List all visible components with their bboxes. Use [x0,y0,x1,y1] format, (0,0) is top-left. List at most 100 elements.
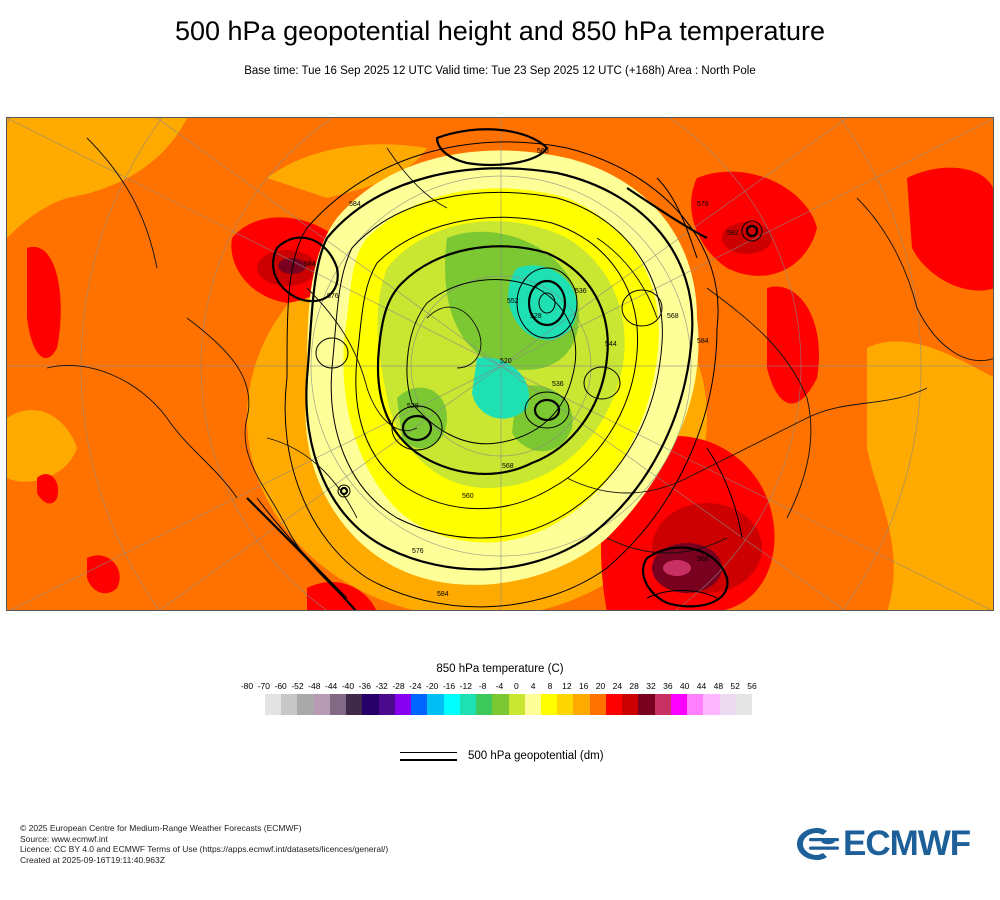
contour-label: 576 [697,201,709,208]
source-line: Source: www.ecmwf.int [20,833,108,844]
contour-thin-line [400,752,457,753]
colorbar-tick-label: 56 [747,681,757,691]
contour-label: 592 [727,230,739,237]
colorbar-swatch [411,694,428,715]
colorbar-tick-label: 8 [547,681,553,691]
colorbar-swatch [719,694,736,715]
colorbar-tick-label: -32 [375,681,388,691]
colorbar-tick-label: -80 [240,681,254,691]
colorbar-tick-label: -60 [274,681,287,691]
colorbar-tick-label: 36 [663,681,673,691]
chart-subtitle: Base time: Tue 16 Sep 2025 12 UTC Valid … [244,65,756,77]
colorbar-tick-label: -48 [308,681,321,691]
contour-label: 536 [552,381,564,388]
contour-label: 528 [407,403,419,410]
colorbar-tick-label: -52 [291,681,304,691]
map-canvas: 584 576 584 568 552 536 528 520 528 536 … [7,118,993,610]
colorbar-tick-label: 16 [578,681,589,691]
colorbar-swatch [703,694,720,715]
contour-label: 568 [667,313,679,320]
colorbar-swatch [378,694,395,715]
colorbar-tick-label: 20 [595,681,606,691]
licence-line: Licence: CC BY 4.0 and ECMWF Terms of Us… [20,844,389,854]
credits: © 2025 European Centre for Medium-Range … [20,823,388,865]
colorbar-swatch [540,694,558,715]
contour-label: 576 [412,548,424,555]
ecmwf-logo-icon [797,828,839,860]
contour-label: 520 [500,358,512,365]
contour-thick-line [400,759,457,761]
contour-label: 568 [697,556,709,563]
contour-label: 584 [437,591,449,598]
chart-title: 500 hPa geopotential height and 850 hPa … [174,16,825,46]
contour-label: 528 [530,313,542,320]
colorbar-swatch [362,694,379,715]
contour-label: 576 [327,293,339,300]
colorbar-tick-label: -12 [459,681,472,691]
colorbar-swatch [638,694,655,715]
colorbar-swatch [557,694,574,715]
contour-labels: 584 576 584 568 552 536 528 520 528 536 … [304,148,739,598]
colorbar-swatch [524,694,541,715]
colorbar-swatch [492,694,509,715]
colorbar-tick-label: -8 [478,681,487,691]
colorbar-swatch [313,694,330,715]
colorbar-swatch [687,694,704,715]
contour-label: 536 [575,288,587,295]
contour-label: 552 [507,298,519,305]
colorbar-swatch [670,694,688,715]
geopotential-contours [246,128,763,610]
north-pole-map: 584 576 584 568 552 536 528 520 528 536 … [6,117,994,611]
colorbar-tick-label: 24 [612,681,623,691]
colorbar-tick-label: -40 [341,681,355,691]
contour-label: 568 [502,463,514,470]
colorbar-tick-label: 0 [513,681,519,691]
colorbar-swatch [394,694,412,715]
contour-label: 560 [537,148,549,155]
colorbar-swatch [459,694,477,715]
colorbar-tick-label: -16 [442,681,456,691]
colorbar-swatch [508,694,525,715]
colorbar-tick-label: 52 [730,681,740,691]
colorbar-tick-label: 4 [530,681,536,691]
ecmwf-wordmark: ECMWF [843,824,971,863]
colorbar-tick-label: 48 [713,681,724,691]
colorbar-swatch [589,694,606,715]
ecmwf-logo: ECMWF [795,824,985,863]
colorbar-tick-label: -4 [495,681,504,691]
colorbar-tick-label: 28 [629,681,639,691]
colorbar-tick-label: -24 [409,681,422,691]
colorbar-swatch [573,694,590,715]
colorbar-swatch [427,694,444,715]
colorbar-swatch [443,694,460,715]
legend-title: 850 hPa temperature (C) [436,663,564,675]
created-line: Created at 2025-09-16T19:11:40.963Z [20,854,165,865]
colorbar-swatch [605,694,623,715]
colorbar-tick-label: -20 [426,681,439,691]
colorbar-swatch [265,694,282,715]
colorbar-swatch [329,694,347,715]
colorbar-swatch [654,694,671,715]
colorbar-swatch [476,694,493,715]
colorbar-swatch [346,694,363,715]
colorbar-swatch [735,694,753,715]
colorbar-tick-label: -70 [257,681,270,691]
colorbar-tick-label: 44 [696,681,707,691]
contour-label: 560 [462,493,474,500]
colorbar-swatch [281,694,298,715]
contour-legend: 500 hPa geopotential (dm) [400,748,640,768]
copyright-line: © 2025 European Centre for Medium-Range … [20,823,302,833]
contour-label: 544 [605,341,617,348]
temperature-colorbar [265,694,753,715]
temperature-field-magenta [663,560,691,576]
colorbar-tick-label: -44 [325,681,338,691]
contour-legend-label: 500 hPa geopotential (dm) [468,750,604,762]
contour-label: 584 [349,201,361,208]
colorbar-swatch [297,694,314,715]
colorbar-tick-label: 32 [646,681,656,691]
colorbar-tick-label: -28 [392,681,405,691]
colorbar-tick-label: 40 [679,681,690,691]
contour-label: 584 [304,261,316,268]
colorbar-swatch [622,694,639,715]
colorbar-tick-label: -36 [358,681,371,691]
